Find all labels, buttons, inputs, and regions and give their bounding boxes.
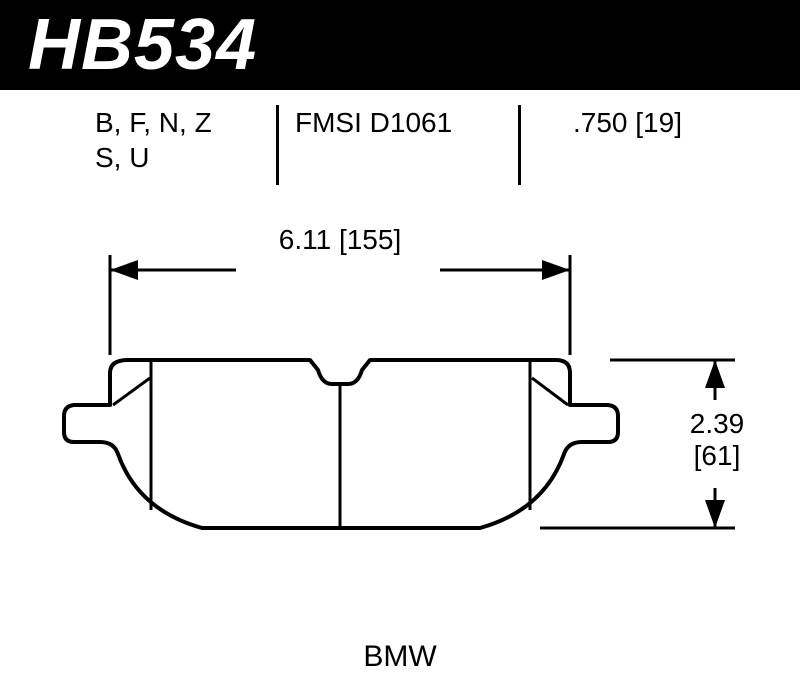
divider-1 (276, 105, 279, 185)
divider-2 (518, 105, 521, 185)
header-bar: HB534 (0, 0, 800, 90)
part-number: HB534 (28, 4, 257, 86)
compounds-line1: B, F, N, Z (95, 105, 212, 140)
width-arrow (110, 255, 570, 355)
fmsi-code: FMSI D1061 (295, 105, 452, 140)
compounds: B, F, N, Z S, U (95, 105, 212, 175)
spec-row: B, F, N, Z S, U FMSI D1061 .750 [19] (0, 105, 800, 195)
brand-label: BMW (0, 640, 800, 674)
diagram-area: 6.11 [155] 2.39 [61] (0, 210, 800, 650)
thickness: .750 [19] (573, 105, 682, 140)
brake-pad-shape (64, 360, 618, 528)
compounds-line2: S, U (95, 140, 212, 175)
brake-pad-diagram (0, 210, 800, 650)
